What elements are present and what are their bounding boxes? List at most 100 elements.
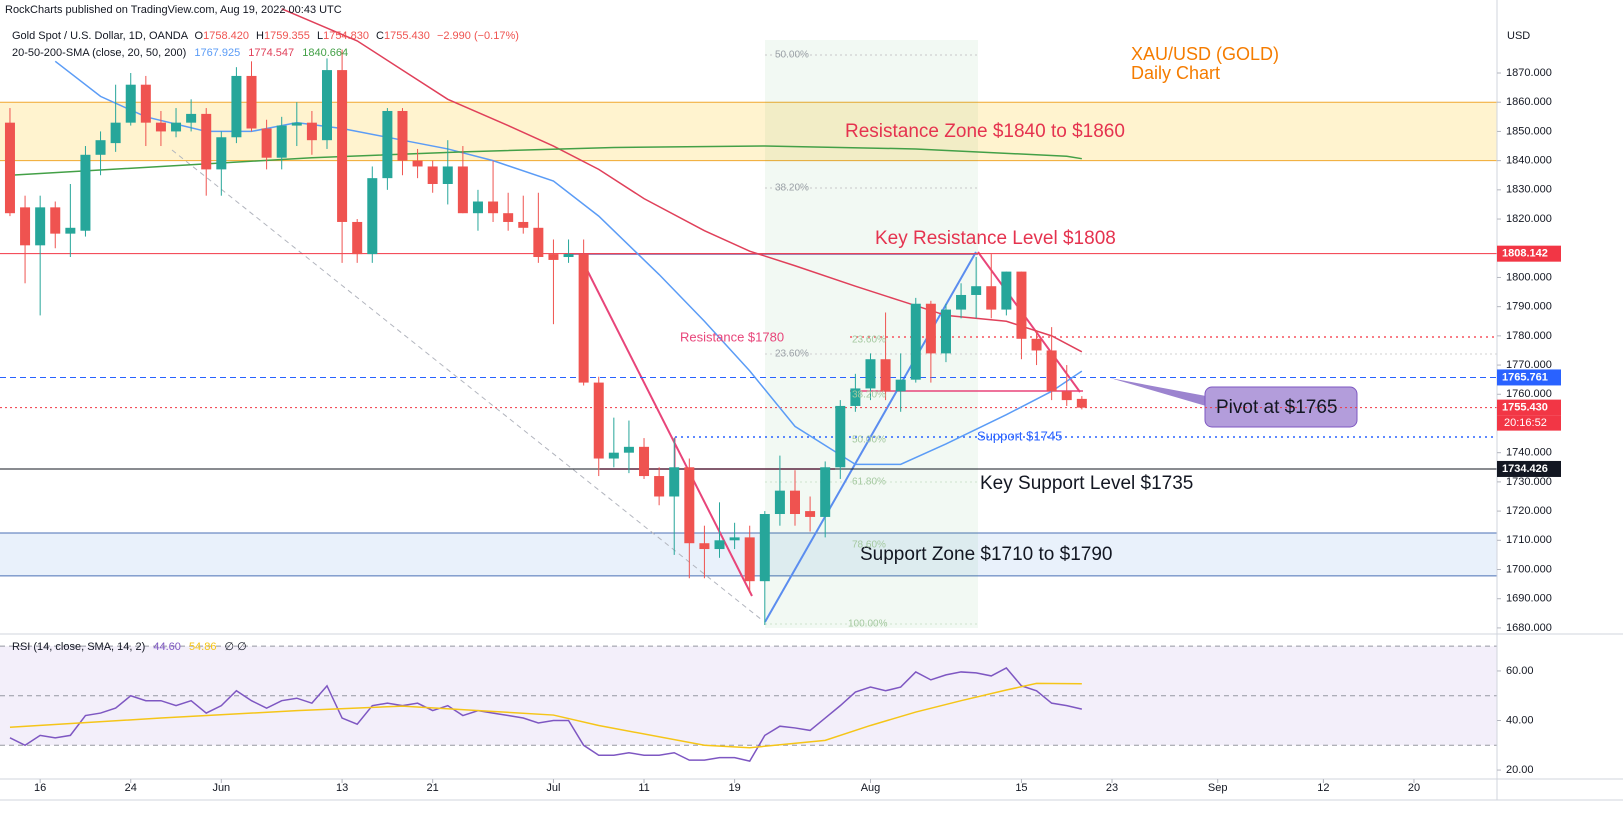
candle-body	[578, 254, 589, 383]
axes: USD 1680.000 1690.000 1700.000 1710.000 1720…	[0, 0, 1623, 801]
candle-body	[216, 137, 227, 170]
ohlc-value: 1755.430	[384, 30, 430, 42]
series-line	[9, 145, 1082, 176]
candle-body	[774, 490, 785, 515]
trend-line	[579, 255, 753, 597]
y-tick-label: 1710.000	[1506, 534, 1552, 546]
candle-body	[1076, 398, 1087, 408]
candle-body	[548, 254, 559, 260]
candle-body	[321, 70, 332, 141]
moving-averages	[9, 8, 1083, 466]
fib-label: 23.60%	[852, 335, 886, 346]
published: RockCharts published on TradingView.com,…	[5, 4, 342, 16]
sma-value: 1774.547	[248, 47, 294, 59]
candle-body	[95, 140, 106, 155]
price-badge	[1497, 399, 1561, 416]
x-tick-label: 12	[1317, 782, 1329, 794]
price-badge	[1497, 369, 1561, 386]
candle-body	[171, 122, 182, 132]
candles	[4, 49, 1087, 625]
candle-body	[367, 178, 378, 255]
candle-body	[910, 303, 921, 380]
candle-body	[80, 154, 91, 231]
candle-body	[20, 207, 31, 246]
candle-body	[382, 110, 393, 179]
price-badge-label: 1755.430	[1502, 402, 1548, 414]
candle-body	[1031, 338, 1042, 351]
candle-body	[1046, 350, 1057, 392]
annotation: Support Zone $1710 to $1790	[860, 544, 1112, 565]
y-tick-label: 1730.000	[1506, 476, 1552, 488]
rsi-title: RSI (14, close, SMA, 14, 2)	[12, 641, 145, 653]
candle-body	[201, 113, 212, 170]
fib-label: 78.60%	[852, 540, 886, 551]
candle-body	[155, 122, 166, 132]
candle-body	[110, 122, 121, 144]
fib-label: 38.20%	[852, 390, 886, 401]
candle-body	[306, 122, 317, 141]
annotation: Resistance $1780	[680, 329, 784, 344]
candle-body	[820, 467, 831, 517]
fib-label: 61.80%	[852, 477, 886, 488]
sma-value: 1767.925	[194, 47, 240, 59]
y-tick-label: 1700.000	[1506, 563, 1552, 575]
candle-body	[4, 122, 15, 214]
candle-body	[352, 221, 363, 255]
x-tick-label: Jun	[212, 782, 230, 794]
sma-legend: 20-50-200-SMA (close, 20, 50, 200) 1767.…	[12, 47, 348, 59]
countdown-badge	[1497, 415, 1561, 431]
candle-body	[337, 70, 348, 222]
fib-label: 50.00%	[775, 50, 809, 61]
candle-body	[276, 125, 287, 158]
candle-body	[880, 359, 891, 392]
candle-body	[956, 294, 967, 310]
price-badge-label: 1734.426	[1502, 463, 1548, 475]
x-tick-label: Sep	[1208, 782, 1228, 794]
candle-body	[488, 201, 499, 214]
candle-body	[442, 166, 453, 184]
ohlc-legend: Gold Spot / U.S. Dollar, 1D, OANDA O1758…	[12, 30, 519, 42]
candle-body	[125, 84, 136, 123]
y-tick-label: 1740.000	[1506, 447, 1552, 459]
candle-body	[971, 286, 982, 295]
candle-body	[805, 511, 816, 517]
fib-label: 38.20%	[775, 183, 809, 194]
candle-body	[895, 379, 906, 392]
candle-body	[744, 537, 755, 582]
candle-body	[563, 254, 574, 258]
annotation: Resistance Zone $1840 to $1860	[845, 121, 1125, 142]
series-line	[9, 682, 1082, 749]
y-tick-label: 1830.000	[1506, 184, 1552, 196]
candle-body	[65, 227, 76, 234]
ohlc-key: L	[317, 30, 323, 42]
pivot-box	[1204, 386, 1358, 428]
annotation: Pivot at $1765	[1216, 397, 1337, 418]
fib-label: 23.60%	[775, 349, 809, 360]
y-tick-label: 1860.000	[1506, 96, 1552, 108]
ohlc-value: 1758.420	[203, 30, 249, 42]
x-tick-label: 21	[427, 782, 439, 794]
price-badge-label: 1765.761	[1502, 371, 1548, 383]
ohlc-key: C	[376, 30, 384, 42]
price-badge	[1497, 460, 1561, 477]
candle-body	[518, 221, 529, 228]
price-badge	[1497, 245, 1561, 262]
x-tick-label: 20	[1408, 782, 1420, 794]
sma-value: 1840.664	[302, 47, 348, 59]
candle-body	[246, 75, 257, 129]
annotation: Key Resistance Level $1808	[875, 228, 1116, 249]
rsi-value: 54.86	[189, 641, 217, 653]
candle-body	[291, 122, 302, 126]
y-tick-label: 1720.000	[1506, 505, 1552, 517]
candle-body	[472, 201, 483, 214]
y-tick-label: 60.00	[1506, 665, 1534, 677]
y-tick-label: 1820.000	[1506, 213, 1552, 225]
y-tick-label: 1840.000	[1506, 155, 1552, 167]
candle-body	[684, 467, 695, 544]
candle-body	[593, 382, 604, 459]
candle-body	[850, 388, 861, 406]
x-tick-label: 19	[728, 782, 740, 794]
candle-body	[397, 110, 408, 161]
